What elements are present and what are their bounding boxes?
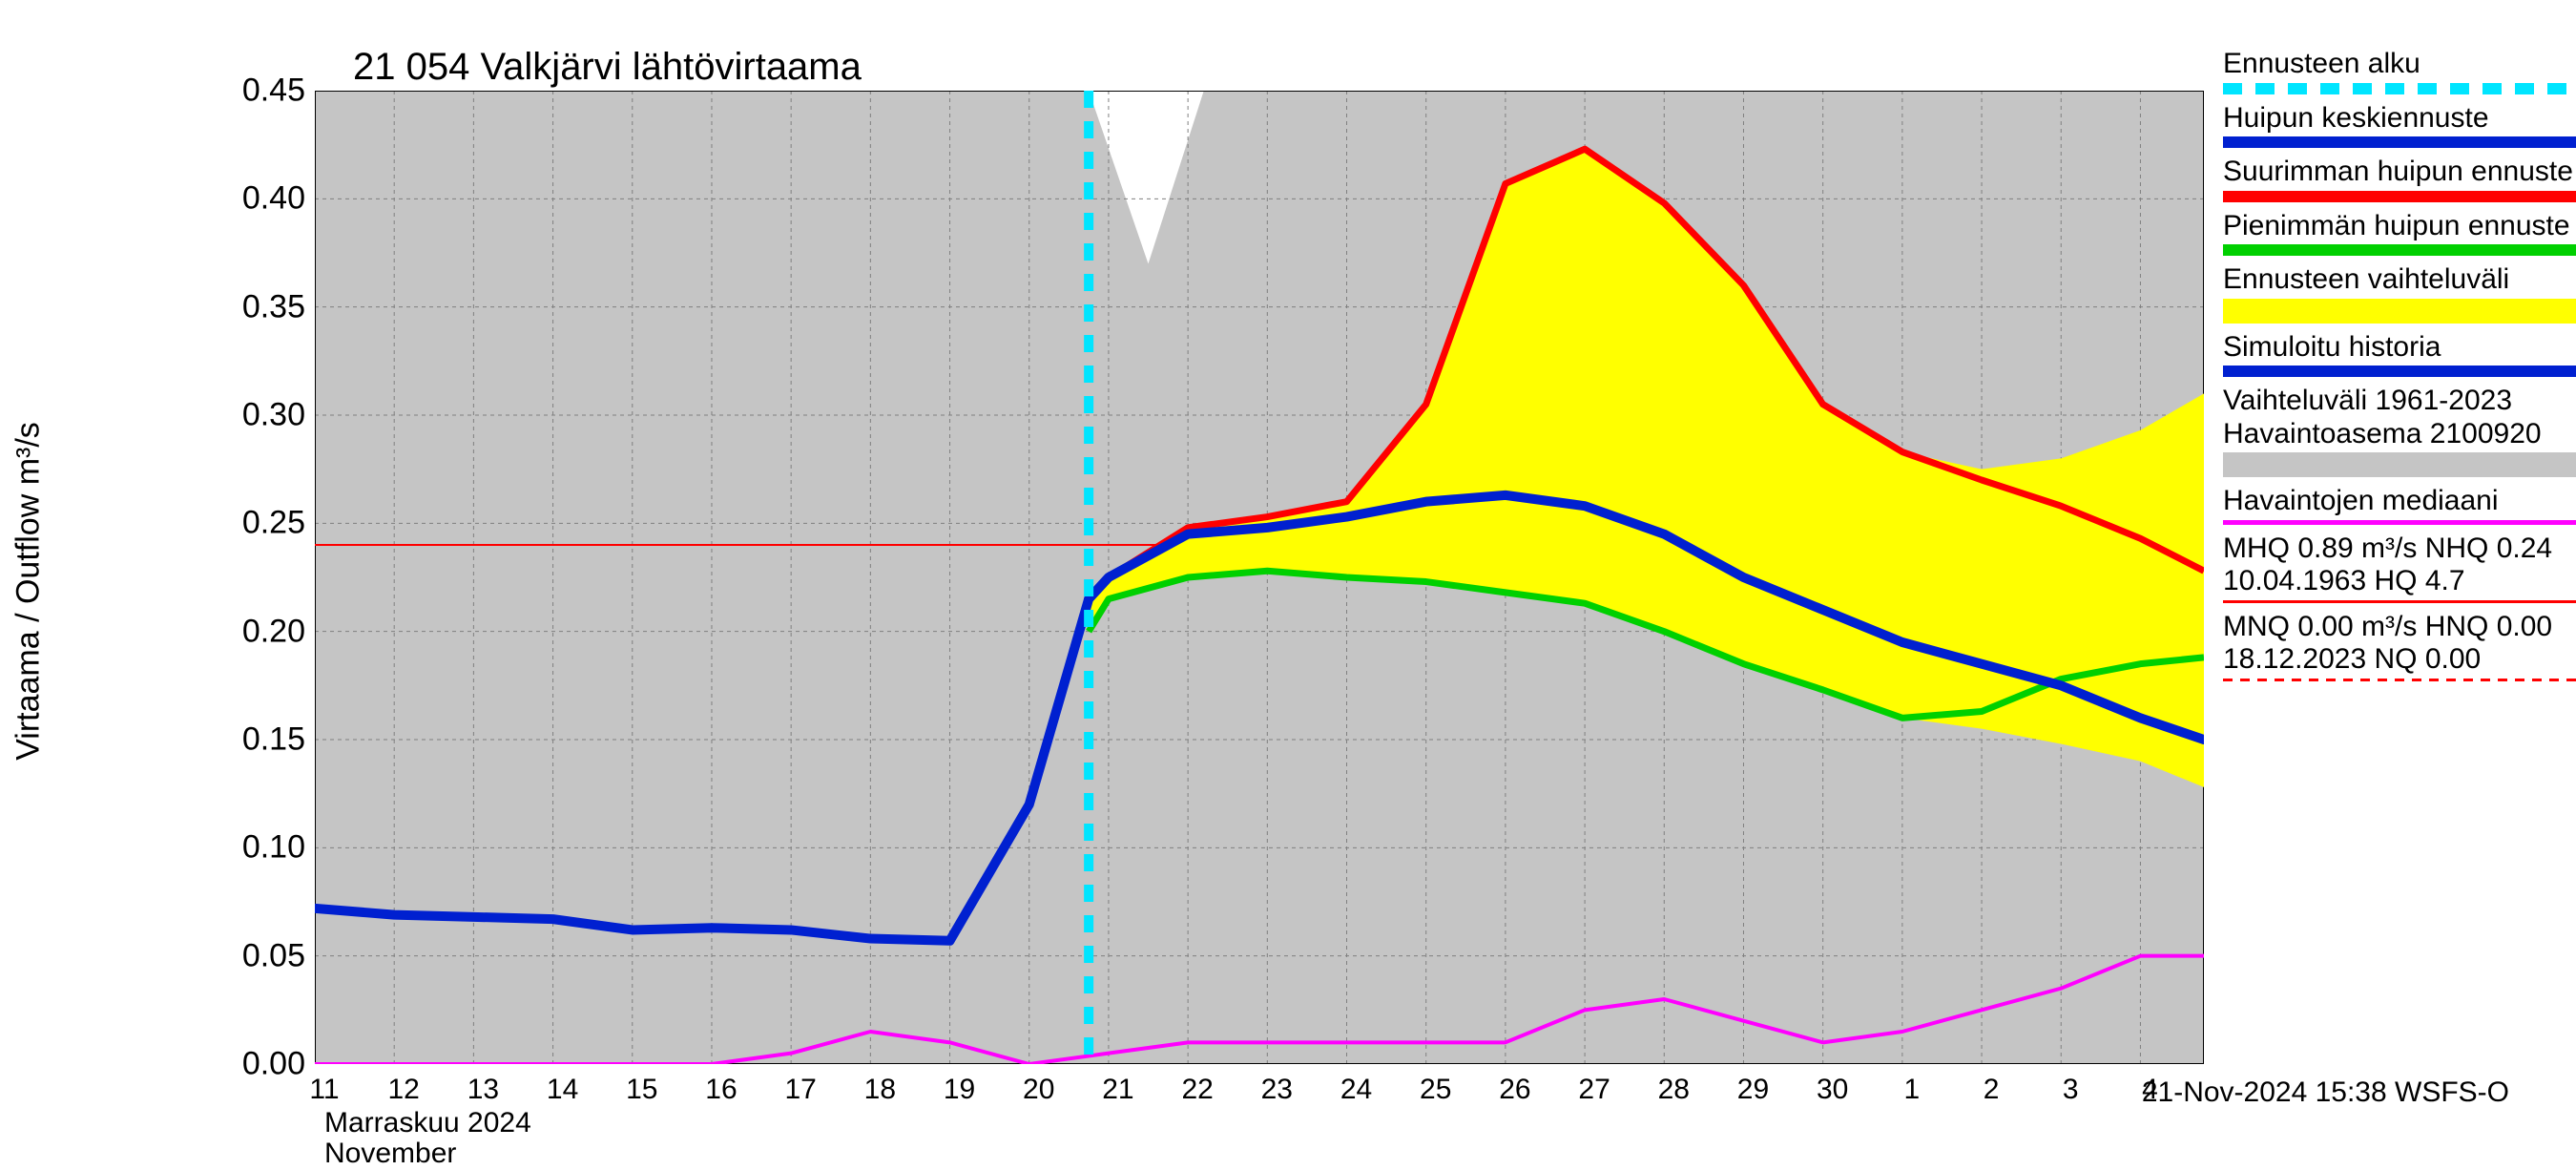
x-tick-label: 15 [626, 1074, 657, 1106]
y-tick-label: 0.00 [242, 1046, 305, 1083]
legend-label: Huipun keskiennuste [2223, 102, 2576, 136]
legend-label: MNQ 0.00 m³/s HNQ 0.00 [2223, 611, 2576, 644]
x-tick-label: 20 [1023, 1074, 1054, 1106]
y-tick-label: 0.15 [242, 721, 305, 759]
legend-item: Huipun keskiennuste [2223, 102, 2576, 149]
chart-title: 21 054 Valkjärvi lähtövirtaama [353, 46, 862, 89]
x-tick-label: 11 [309, 1074, 339, 1106]
x-tick-label: 23 [1261, 1074, 1293, 1106]
y-tick-label: 0.05 [242, 937, 305, 974]
y-tick-label: 0.30 [242, 397, 305, 434]
legend-label: Simuloitu historia [2223, 331, 2576, 365]
x-tick-label: 2 [1984, 1074, 2000, 1106]
y-tick-label: 0.45 [242, 73, 305, 110]
x-tick-label: 12 [388, 1074, 420, 1106]
month-label-en: November [324, 1138, 456, 1170]
legend-item: Pienimmän huipun ennuste [2223, 210, 2576, 257]
plot-svg [315, 91, 2204, 1064]
plot-area [315, 91, 2204, 1064]
x-tick-label: 17 [784, 1074, 816, 1106]
x-tick-label: 1 [1904, 1074, 1921, 1106]
legend-label: Ennusteen alku [2223, 48, 2576, 81]
x-tick-label: 3 [2063, 1074, 2079, 1106]
x-tick-label: 25 [1420, 1074, 1451, 1106]
x-tick-label: 28 [1658, 1074, 1690, 1106]
legend-swatch [2223, 600, 2576, 603]
legend-swatch [2223, 520, 2576, 525]
legend-label: 18.12.2023 NQ 0.00 [2223, 643, 2576, 677]
y-tick-label: 0.10 [242, 829, 305, 867]
y-tick-label: 0.20 [242, 613, 305, 650]
legend-item: Simuloitu historia [2223, 331, 2576, 378]
x-tick-label: 19 [944, 1074, 975, 1106]
footer-timestamp: 21-Nov-2024 15:38 WSFS-O [2142, 1076, 2509, 1109]
legend-item: Suurimman huipun ennuste [2223, 156, 2576, 202]
legend-swatch [2223, 83, 2576, 94]
legend-label: 10.04.1963 HQ 4.7 [2223, 565, 2576, 598]
legend-item: MNQ 0.00 m³/s HNQ 0.0018.12.2023 NQ 0.00 [2223, 611, 2576, 681]
legend-item: Ennusteen alku [2223, 48, 2576, 94]
x-tick-label: 22 [1181, 1074, 1213, 1106]
y-tick-label: 0.35 [242, 288, 305, 325]
legend-swatch [2223, 299, 2576, 324]
legend-swatch [2223, 452, 2576, 477]
chart-container: 21 054 Valkjärvi lähtövirtaama Virtaama … [38, 19, 2538, 1126]
legend-label: Havaintoasema 2100920 [2223, 418, 2576, 451]
legend-label: Ennusteen vaihteluväli [2223, 263, 2576, 297]
x-tick-label: 27 [1578, 1074, 1610, 1106]
x-tick-label: 29 [1737, 1074, 1769, 1106]
legend-item: Havaintojen mediaani [2223, 485, 2576, 525]
legend: Ennusteen alku Huipun keskiennuste Suurimm… [2223, 48, 2576, 689]
legend-item: MHQ 0.89 m³/s NHQ 0.2410.04.1963 HQ 4.7 [2223, 533, 2576, 603]
legend-swatch [2223, 679, 2576, 681]
x-tick-label: 18 [864, 1074, 896, 1106]
legend-swatch [2223, 136, 2576, 148]
legend-label: Pienimmän huipun ennuste [2223, 210, 2576, 243]
legend-label: Havaintojen mediaani [2223, 485, 2576, 518]
x-tick-label: 26 [1499, 1074, 1530, 1106]
legend-swatch [2223, 244, 2576, 256]
x-tick-label: 21 [1102, 1074, 1133, 1106]
x-tick-label: 30 [1817, 1074, 1848, 1106]
x-tick-label: 16 [705, 1074, 737, 1106]
legend-swatch [2223, 366, 2576, 377]
month-label-fi: Marraskuu 2024 [324, 1107, 531, 1139]
legend-label: MHQ 0.89 m³/s NHQ 0.24 [2223, 533, 2576, 566]
legend-label: Vaihteluväli 1961-2023 [2223, 385, 2576, 418]
y-tick-label: 0.25 [242, 505, 305, 542]
legend-item: Ennusteen vaihteluväli [2223, 263, 2576, 324]
y-axis-label: Virtaama / Outflow m³/s [10, 422, 48, 761]
x-tick-label: 14 [547, 1074, 578, 1106]
x-tick-label: 24 [1340, 1074, 1372, 1106]
x-tick-label: 13 [467, 1074, 499, 1106]
legend-label: Suurimman huipun ennuste [2223, 156, 2576, 189]
y-tick-label: 0.40 [242, 180, 305, 218]
legend-item: Vaihteluväli 1961-2023 Havaintoasema 210… [2223, 385, 2576, 477]
legend-swatch [2223, 191, 2576, 202]
